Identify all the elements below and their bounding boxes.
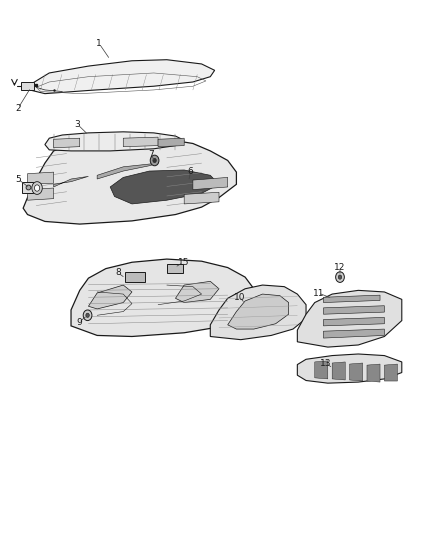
Polygon shape bbox=[110, 170, 219, 204]
Polygon shape bbox=[123, 137, 158, 147]
Polygon shape bbox=[184, 192, 219, 204]
Polygon shape bbox=[53, 138, 80, 148]
Polygon shape bbox=[315, 361, 328, 379]
Text: 2: 2 bbox=[15, 104, 21, 113]
Polygon shape bbox=[193, 177, 228, 190]
Polygon shape bbox=[176, 281, 219, 303]
Polygon shape bbox=[297, 290, 402, 347]
Polygon shape bbox=[332, 362, 345, 380]
Polygon shape bbox=[28, 188, 53, 200]
Text: 1: 1 bbox=[96, 39, 102, 49]
Polygon shape bbox=[53, 176, 88, 187]
Polygon shape bbox=[323, 329, 385, 338]
Text: 5: 5 bbox=[15, 174, 21, 183]
Circle shape bbox=[150, 155, 159, 166]
Polygon shape bbox=[323, 295, 380, 303]
Polygon shape bbox=[32, 60, 215, 94]
Circle shape bbox=[153, 158, 156, 163]
Polygon shape bbox=[297, 354, 402, 383]
Polygon shape bbox=[323, 317, 385, 326]
Text: 13: 13 bbox=[320, 359, 332, 367]
Polygon shape bbox=[367, 364, 380, 382]
Text: 7: 7 bbox=[148, 150, 155, 159]
Polygon shape bbox=[350, 363, 363, 381]
Text: 10: 10 bbox=[234, 293, 246, 302]
Polygon shape bbox=[210, 285, 306, 340]
Polygon shape bbox=[88, 285, 132, 309]
Polygon shape bbox=[97, 163, 158, 179]
Text: 9: 9 bbox=[76, 318, 82, 327]
Polygon shape bbox=[45, 132, 184, 151]
Text: 12: 12 bbox=[334, 263, 346, 272]
Circle shape bbox=[83, 310, 92, 320]
Polygon shape bbox=[28, 172, 53, 184]
Polygon shape bbox=[323, 306, 385, 314]
Circle shape bbox=[86, 313, 89, 317]
Polygon shape bbox=[23, 138, 237, 224]
Polygon shape bbox=[167, 264, 184, 273]
Text: 15: 15 bbox=[177, 258, 189, 266]
Polygon shape bbox=[21, 82, 34, 91]
Text: 6: 6 bbox=[188, 166, 194, 175]
Polygon shape bbox=[22, 182, 33, 193]
Circle shape bbox=[338, 275, 342, 279]
Polygon shape bbox=[385, 364, 397, 381]
Circle shape bbox=[336, 272, 344, 282]
Polygon shape bbox=[71, 259, 254, 336]
Text: 3: 3 bbox=[74, 120, 81, 129]
Text: 8: 8 bbox=[115, 268, 121, 277]
Circle shape bbox=[32, 182, 42, 195]
Text: 11: 11 bbox=[312, 288, 324, 297]
Polygon shape bbox=[158, 138, 184, 147]
Circle shape bbox=[35, 185, 40, 191]
Polygon shape bbox=[125, 272, 145, 282]
Polygon shape bbox=[228, 294, 289, 329]
